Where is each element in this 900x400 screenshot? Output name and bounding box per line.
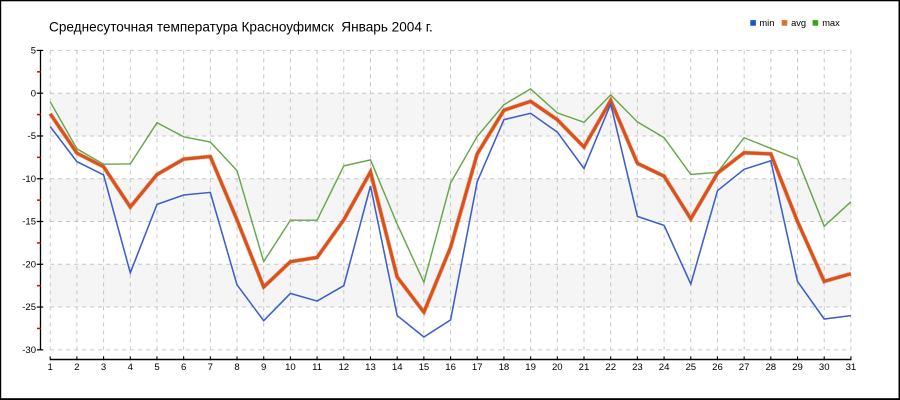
svg-text:3: 3: [101, 362, 106, 373]
svg-text:-25: -25: [22, 302, 36, 313]
svg-text:20: 20: [552, 362, 563, 373]
svg-text:15: 15: [419, 362, 430, 373]
svg-text:27: 27: [739, 362, 750, 373]
svg-text:10: 10: [285, 362, 296, 373]
svg-text:18: 18: [499, 362, 510, 373]
svg-text:22: 22: [605, 362, 616, 373]
svg-text:2: 2: [74, 362, 79, 373]
svg-text:-30: -30: [22, 345, 36, 356]
svg-text:16: 16: [445, 362, 456, 373]
svg-text:19: 19: [525, 362, 536, 373]
svg-text:8: 8: [234, 362, 239, 373]
svg-text:1: 1: [48, 362, 53, 373]
svg-text:9: 9: [261, 362, 266, 373]
svg-text:avg: avg: [791, 18, 806, 28]
svg-text:Среднесуточная температура Кра: Среднесуточная температура Красноуфимск …: [49, 20, 433, 35]
svg-text:28: 28: [765, 362, 776, 373]
svg-text:-5: -5: [28, 131, 36, 142]
svg-text:max: max: [822, 18, 840, 28]
svg-text:-20: -20: [22, 259, 36, 270]
svg-text:21: 21: [579, 362, 590, 373]
svg-text:30: 30: [819, 362, 830, 373]
svg-text:14: 14: [392, 362, 403, 373]
svg-text:6: 6: [181, 362, 186, 373]
svg-text:24: 24: [659, 362, 670, 373]
svg-text:5: 5: [154, 362, 159, 373]
svg-text:12: 12: [338, 362, 349, 373]
svg-text:min: min: [759, 18, 774, 28]
svg-text:13: 13: [365, 362, 376, 373]
svg-text:0: 0: [31, 88, 36, 99]
svg-text:-10: -10: [22, 174, 36, 185]
svg-text:-15: -15: [22, 217, 36, 228]
svg-text:7: 7: [208, 362, 213, 373]
svg-text:11: 11: [312, 362, 322, 373]
svg-text:29: 29: [792, 362, 803, 373]
svg-text:17: 17: [472, 362, 483, 373]
svg-text:31: 31: [846, 362, 857, 373]
svg-text:26: 26: [712, 362, 723, 373]
svg-text:4: 4: [128, 362, 134, 373]
svg-text:5: 5: [31, 46, 36, 57]
svg-text:25: 25: [685, 362, 696, 373]
svg-text:23: 23: [632, 362, 643, 373]
